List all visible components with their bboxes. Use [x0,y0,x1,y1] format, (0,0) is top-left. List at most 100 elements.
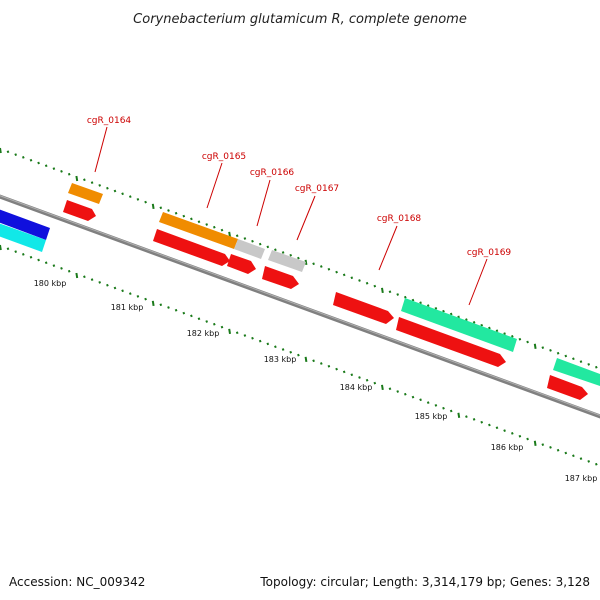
inner-minor-tick [342,370,346,374]
outer-minor-tick [90,181,94,184]
outer-minor-tick [67,172,71,176]
inner-minor-tick [319,362,323,365]
feature-cyan [0,223,46,252]
leader-line-cgR-0167 [296,195,316,241]
outer-minor-tick [342,273,346,277]
feature-orange-cgR-0165 [159,212,238,249]
outer-minor-tick [144,200,147,204]
outer-minor-tick [174,211,178,215]
outer-minor-tick [52,167,56,170]
outer-major-tick [381,287,384,294]
feature-gray-cgR-0167 [268,250,306,272]
outer-minor-tick [488,326,491,330]
inner-major-tick [533,440,537,446]
inner-minor-tick [52,264,56,267]
upper-feature-track [0,183,600,386]
inner-minor-tick [90,278,94,281]
leader-line-cgR-0169 [468,258,488,306]
inner-minor-tick [197,317,201,321]
outer-minor-tick [243,237,247,240]
cds-arrow-cgR-0164 [63,200,96,221]
outer-minor-tick [594,365,598,369]
outer-minor-tick [541,346,545,349]
inner-major-tick [457,412,461,418]
outer-minor-tick [83,178,86,182]
leader-line-cgR-0165 [206,162,223,209]
outer-minor-tick [167,209,170,212]
cds-arrow-cgR-0168 [333,292,394,324]
inner-minor-tick [243,334,247,337]
feature-gray-cgR-0166 [234,239,265,259]
outer-minor-tick [121,192,124,196]
tick-label: 186 kbp [491,443,524,452]
outer-minor-tick [212,225,216,229]
feature-teal-edge [553,358,600,386]
outer-minor-tick [449,312,453,316]
outer-minor-tick [411,298,415,302]
inner-minor-tick [510,432,514,435]
inner-minor-tick [182,311,186,315]
outer-minor-tick [289,253,293,257]
outer-minor-tick [312,262,315,266]
tick-label: 182 kbp [187,329,220,338]
outer-major-tick [75,175,79,182]
outer-minor-tick [396,293,400,296]
inner-minor-tick [480,420,484,424]
outer-minor-tick [495,329,499,333]
outer-minor-tick [442,309,445,313]
inner-minor-tick [411,395,415,399]
outer-minor-tick [60,170,63,173]
inner-minor-tick [14,250,18,253]
outer-minor-tick [350,276,354,280]
feature-teal-cgR-0169 [401,298,517,352]
genome-backbone [0,194,600,419]
inner-minor-tick [403,392,407,396]
gene-label: cgR_0167 [295,184,339,194]
outer-minor-tick [587,363,591,366]
inner-major-tick [381,384,384,391]
outer-minor-tick [274,248,277,252]
inner-minor-tick [281,348,285,351]
outer-minor-tick [434,307,438,310]
gene-labels: cgR_0164 cgR_0165 cgR_0166 cgR_0167 cgR_… [87,116,512,258]
outer-minor-tick [549,349,552,352]
inner-minor-tick [128,292,132,295]
inner-major-tick [75,272,79,279]
inner-minor-tick [121,289,124,293]
inner-minor-tick [212,322,216,326]
inner-minor-tick [350,373,354,377]
outer-minor-tick [426,304,430,307]
inner-minor-tick [396,390,400,393]
inner-minor-tick [526,437,529,441]
gene-leader-lines [94,126,488,306]
inner-minor-tick [594,462,598,466]
inner-minor-tick [488,423,491,427]
cds-arrow-cgR-0165 [153,229,230,266]
outer-minor-tick [335,270,338,274]
outer-minor-tick [579,360,583,363]
inner-minor-tick [312,359,315,363]
outer-minor-tick [266,245,270,249]
inner-minor-tick [235,331,239,335]
inner-minor-tick [266,342,270,346]
inner-minor-tick [274,345,277,349]
gene-label: cgR_0168 [377,214,422,224]
inner-minor-tick [297,353,300,357]
inner-minor-tick [159,303,163,307]
inner-minor-tick [144,297,147,301]
outer-minor-tick [205,223,209,226]
outer-major-tick [228,231,231,238]
outer-minor-tick [235,234,239,238]
outer-tick-row [0,147,598,369]
inner-minor-tick [67,269,71,273]
inner-minor-tick [6,247,10,251]
inner-minor-tick [572,454,575,458]
inner-minor-tick [190,314,193,318]
inner-minor-tick [44,261,48,265]
leader-line-cgR-0166 [256,179,271,227]
inner-minor-tick [136,295,140,298]
inner-minor-tick [579,457,583,460]
outer-minor-tick [556,351,560,355]
inner-minor-tick [205,320,209,323]
